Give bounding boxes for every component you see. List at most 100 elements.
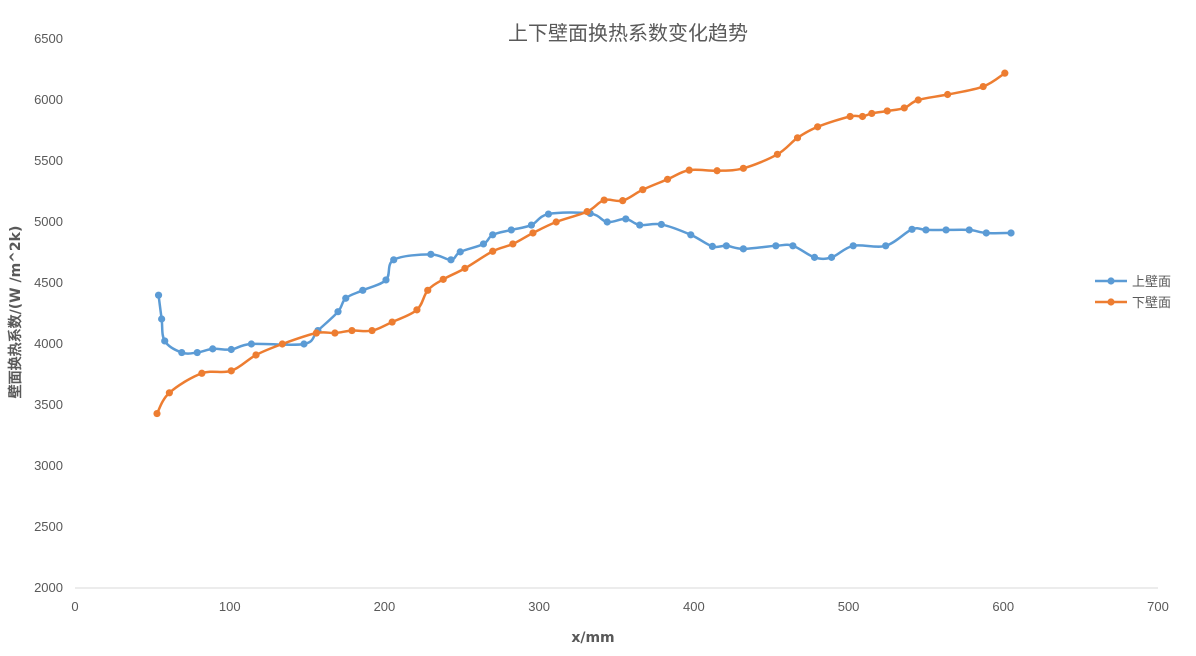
y-tick-label: 2500 bbox=[34, 519, 63, 534]
data-point bbox=[331, 329, 339, 337]
data-point bbox=[965, 226, 973, 234]
data-point bbox=[687, 231, 695, 239]
data-point bbox=[507, 226, 515, 234]
series-line bbox=[155, 71, 1007, 415]
data-point bbox=[388, 318, 396, 326]
x-tick-label: 300 bbox=[528, 599, 550, 614]
data-point bbox=[772, 242, 780, 250]
data-point bbox=[193, 348, 201, 357]
data-point bbox=[390, 256, 398, 264]
y-tick-label: 2000 bbox=[34, 580, 63, 595]
data-point bbox=[439, 275, 447, 283]
data-point bbox=[178, 348, 186, 357]
data-point bbox=[509, 240, 517, 248]
data-point bbox=[858, 112, 867, 121]
data-point bbox=[636, 221, 644, 229]
y-tick-label: 3000 bbox=[34, 458, 63, 473]
data-point bbox=[252, 351, 260, 359]
data-point bbox=[198, 369, 206, 377]
data-point bbox=[713, 167, 721, 175]
data-point bbox=[868, 109, 876, 118]
data-point bbox=[722, 242, 730, 250]
series-2 bbox=[153, 69, 1009, 418]
legend-label: 上壁面 bbox=[1132, 275, 1171, 290]
legend-point-marker bbox=[1107, 298, 1115, 306]
data-point bbox=[209, 345, 217, 353]
data-point bbox=[334, 308, 342, 316]
data-point bbox=[827, 253, 836, 261]
data-point bbox=[810, 253, 819, 261]
data-point bbox=[708, 242, 717, 250]
data-point bbox=[685, 166, 693, 174]
data-point bbox=[657, 220, 665, 229]
data-point bbox=[489, 231, 497, 239]
data-point bbox=[793, 134, 802, 142]
data-point bbox=[278, 340, 286, 348]
data-point bbox=[882, 242, 890, 250]
x-axis-ticks: 0 100 200 300 400 500 600 700 bbox=[71, 599, 1168, 614]
data-point bbox=[342, 294, 350, 302]
x-tick-label: 400 bbox=[683, 599, 705, 614]
data-point bbox=[900, 104, 908, 112]
data-point bbox=[942, 226, 950, 234]
data-point bbox=[413, 306, 421, 314]
data-point bbox=[739, 245, 747, 253]
data-point bbox=[908, 225, 916, 233]
x-tick-label: 600 bbox=[992, 599, 1014, 614]
data-point bbox=[359, 286, 367, 294]
data-point bbox=[814, 123, 822, 131]
data-point bbox=[527, 221, 536, 229]
data-point bbox=[479, 240, 488, 248]
y-tick-label: 3500 bbox=[34, 397, 63, 412]
data-point bbox=[348, 326, 356, 335]
legend-label: 下壁面 bbox=[1132, 296, 1171, 311]
y-tick-label: 5500 bbox=[34, 153, 63, 168]
x-tick-label: 500 bbox=[838, 599, 860, 614]
data-point bbox=[489, 247, 497, 255]
y-tick-label: 6000 bbox=[34, 92, 63, 107]
data-point bbox=[300, 340, 308, 348]
data-point bbox=[227, 367, 235, 375]
x-tick-label: 200 bbox=[374, 599, 396, 614]
y-axis-title: 壁面换热系数/(W /m^2k) bbox=[7, 226, 24, 399]
x-tick-label: 700 bbox=[1147, 599, 1169, 614]
x-axis-title: x/mm bbox=[571, 630, 614, 646]
data-point bbox=[544, 210, 553, 218]
data-point bbox=[368, 326, 376, 335]
series-layer bbox=[153, 69, 1015, 418]
y-tick-label: 6500 bbox=[34, 31, 63, 46]
data-point bbox=[424, 286, 432, 294]
y-tick-label: 4500 bbox=[34, 275, 63, 290]
data-point bbox=[312, 329, 320, 337]
data-point bbox=[883, 107, 891, 115]
data-point bbox=[382, 276, 390, 284]
data-point bbox=[639, 186, 647, 194]
y-tick-label: 4000 bbox=[34, 336, 63, 351]
data-point bbox=[154, 291, 163, 299]
data-point bbox=[773, 150, 782, 158]
data-point bbox=[979, 82, 987, 91]
data-point bbox=[552, 218, 560, 226]
y-axis-ticks: 2000 2500 3000 3500 4000 4500 5000 5500 6000 6500 bbox=[34, 31, 63, 595]
data-point bbox=[461, 264, 469, 272]
data-point bbox=[622, 215, 630, 223]
data-point bbox=[247, 340, 255, 348]
data-point bbox=[846, 112, 854, 121]
y-tick-label: 5000 bbox=[34, 214, 63, 229]
legend-item: 下壁面 bbox=[1095, 296, 1171, 311]
series-line bbox=[157, 211, 1013, 355]
data-point bbox=[982, 229, 990, 237]
data-point bbox=[165, 389, 173, 397]
data-point bbox=[447, 256, 455, 264]
data-point bbox=[456, 248, 464, 256]
data-point bbox=[922, 226, 930, 234]
legend-point-marker bbox=[1107, 277, 1115, 285]
data-point bbox=[943, 90, 952, 99]
series-1 bbox=[154, 209, 1015, 357]
data-point bbox=[739, 164, 747, 172]
data-point bbox=[600, 196, 608, 204]
data-point bbox=[529, 229, 537, 237]
data-point bbox=[603, 218, 611, 226]
data-point bbox=[161, 337, 169, 345]
